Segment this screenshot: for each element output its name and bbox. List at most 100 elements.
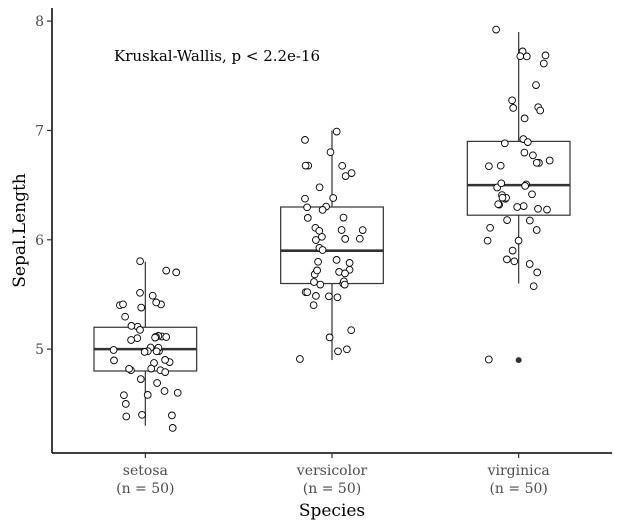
data-point — [340, 280, 349, 289]
data-point — [314, 257, 322, 266]
data-point — [162, 333, 171, 341]
data-point — [152, 347, 161, 356]
data-point — [528, 190, 536, 199]
data-point — [127, 336, 135, 344]
data-point — [173, 388, 182, 397]
data-point — [296, 355, 304, 363]
data-point — [318, 206, 327, 214]
data-point — [358, 226, 367, 234]
data-point — [325, 333, 334, 342]
data-point — [148, 291, 157, 300]
kruskal-wallis-annotation: Kruskal-Wallis, p < 2.2e-16 — [114, 47, 320, 65]
data-point — [513, 203, 522, 211]
data-point — [121, 312, 129, 321]
data-point — [315, 226, 324, 235]
data-point — [341, 235, 350, 243]
y-tick-label: 8 — [35, 14, 44, 30]
data-point — [136, 375, 145, 383]
data-point — [122, 412, 131, 421]
data-point — [494, 200, 503, 209]
data-point — [332, 256, 341, 264]
data-point — [519, 202, 528, 210]
data-point — [326, 148, 335, 157]
data-point — [520, 148, 529, 157]
x-tick-count-label: (n = 50) — [489, 481, 547, 497]
data-point — [541, 51, 550, 60]
data-point — [339, 213, 348, 222]
box-versicolor — [280, 206, 384, 285]
data-point — [341, 269, 349, 278]
data-point — [121, 400, 130, 408]
data-point — [333, 293, 342, 302]
data-point — [303, 288, 312, 297]
data-point — [529, 151, 537, 160]
data-point — [332, 127, 341, 136]
data-point — [545, 156, 554, 165]
data-point — [341, 172, 350, 180]
data-point — [160, 387, 169, 395]
data-point — [140, 348, 149, 356]
data-point — [520, 114, 529, 123]
data-point — [301, 194, 309, 203]
data-point — [508, 96, 516, 105]
y-tick-label: 6 — [35, 233, 44, 249]
data-point — [347, 326, 356, 335]
data-point — [492, 25, 500, 34]
boxes-layer — [93, 32, 571, 426]
data-point — [312, 292, 320, 300]
data-point — [152, 298, 161, 307]
data-point — [338, 161, 347, 170]
data-point — [151, 333, 159, 342]
data-point — [127, 322, 136, 330]
data-point — [136, 257, 144, 266]
data-point — [355, 234, 364, 243]
data-point — [532, 81, 540, 89]
data-point — [510, 257, 519, 266]
data-point — [498, 193, 507, 202]
x-axis-ticks: setosa (n = 50) versicolor (n = 50) virginic… — [116, 453, 550, 497]
data-point — [125, 364, 133, 373]
data-point — [147, 364, 156, 373]
data-point — [138, 410, 146, 419]
data-point — [312, 236, 320, 244]
data-point — [525, 260, 534, 268]
data-point — [484, 355, 493, 364]
y-axis-title: Sepal.Length — [10, 173, 30, 288]
data-point — [539, 59, 548, 68]
data-point — [536, 106, 545, 115]
data-point — [137, 303, 146, 312]
data-point — [532, 226, 541, 234]
data-point — [347, 169, 356, 177]
data-point — [172, 268, 181, 277]
data-point — [345, 259, 354, 267]
data-point — [503, 216, 511, 224]
data-point — [523, 138, 532, 146]
data-point — [522, 52, 531, 61]
data-point — [143, 391, 152, 399]
data-point — [329, 194, 338, 202]
jitter-points-layer — [109, 25, 554, 432]
y-tick-label: 5 — [35, 342, 44, 358]
data-point — [313, 266, 321, 275]
y-axis-ticks: 5 6 7 8 — [35, 14, 52, 358]
data-point — [337, 226, 346, 234]
data-point — [162, 266, 171, 275]
data-point — [508, 246, 517, 255]
data-point — [303, 214, 312, 222]
data-point — [315, 183, 324, 192]
data-point — [325, 292, 333, 301]
data-point — [334, 347, 342, 356]
data-point — [496, 161, 505, 170]
data-point — [161, 356, 169, 364]
data-point — [109, 346, 118, 354]
x-tick-label: virginica — [487, 463, 550, 479]
data-point — [301, 161, 310, 170]
data-point — [318, 246, 327, 254]
x-tick-label: versicolor — [296, 463, 368, 479]
data-point — [497, 179, 506, 188]
data-point — [534, 204, 542, 213]
data-point — [529, 282, 538, 291]
y-tick-label: 7 — [35, 123, 44, 139]
outlier-point — [515, 357, 522, 364]
